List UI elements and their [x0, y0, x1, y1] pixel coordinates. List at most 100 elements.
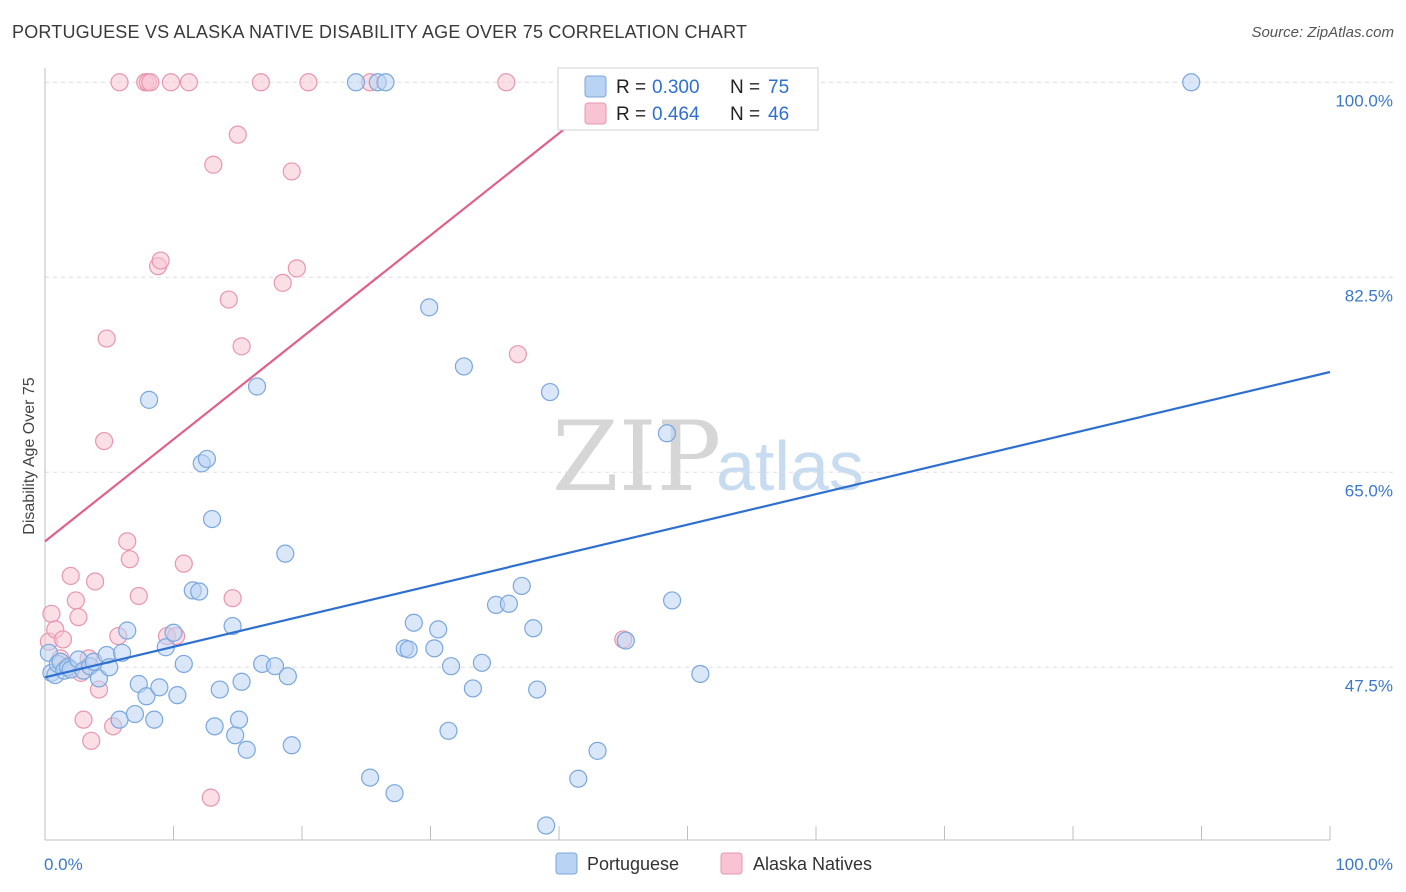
- portuguese-point: [1182, 73, 1201, 92]
- portuguese-point: [512, 576, 531, 596]
- portuguese-point: [399, 640, 418, 659]
- portuguese-point: [524, 619, 543, 638]
- gridlines: [45, 81, 1395, 668]
- portuguese-point: [472, 653, 491, 672]
- alaska-natives-point: [120, 550, 139, 569]
- alaska-natives-point: [129, 586, 148, 606]
- alaska-natives-point: [219, 290, 238, 309]
- portuguese-point: [346, 73, 366, 92]
- watermark-zip: ZIP: [552, 401, 721, 513]
- portuguese-point: [420, 298, 439, 317]
- stats-legend: R = 0.300 N = 75 R = 0.464 N = 46: [557, 67, 819, 131]
- alaska-natives-trend-line: [44, 81, 624, 543]
- portuguese-point: [229, 710, 249, 729]
- portuguese-point: [361, 768, 380, 787]
- portuguese-point: [205, 717, 224, 736]
- portuguese-point: [89, 669, 109, 688]
- portuguese-point: [265, 657, 285, 676]
- portuguese-point: [247, 377, 267, 396]
- y-tick-label: 100.0%: [1335, 91, 1393, 110]
- alaska-r-value: 0.464: [652, 104, 700, 125]
- alaska-natives-point: [118, 532, 137, 551]
- alaska-natives-point: [110, 73, 129, 92]
- portuguese-point: [139, 390, 159, 409]
- portuguese-point: [197, 449, 217, 469]
- chart-title: PORTUGUESE VS ALASKA NATIVE DISABILITY A…: [12, 22, 748, 42]
- portuguese-point: [540, 382, 560, 402]
- alaska-n-value: 46: [768, 104, 789, 125]
- alaska-legend-label: Alaska Natives: [753, 854, 872, 874]
- portuguese-point: [210, 680, 229, 699]
- portuguese-point: [439, 721, 458, 740]
- portuguese-point: [190, 582, 209, 601]
- portuguese-point: [463, 679, 483, 698]
- alaska-r-label: R =: [616, 104, 646, 125]
- portuguese-swatch-icon: [584, 75, 607, 98]
- portuguese-point: [150, 678, 169, 697]
- series-legend: Portuguese Alaska Natives: [555, 852, 872, 875]
- portuguese-point: [385, 784, 404, 803]
- alaska-natives-point: [42, 604, 61, 623]
- x-tick-label: 0.0%: [44, 855, 83, 874]
- alaska-natives-point: [282, 162, 301, 181]
- portuguese-point: [528, 680, 547, 699]
- portuguese-point: [537, 816, 556, 835]
- alaska-natives-point: [179, 73, 199, 92]
- portuguese-point: [425, 639, 444, 658]
- portuguese-n-value: 75: [768, 77, 789, 98]
- alaska-natives-point: [287, 259, 306, 278]
- alaska-natives-point: [273, 273, 292, 292]
- portuguese-r-label: R =: [616, 77, 646, 98]
- alaska-natives-point: [66, 591, 85, 610]
- alaska-n-label: N =: [730, 104, 760, 125]
- portuguese-point: [441, 657, 461, 676]
- alaska-natives-point: [53, 630, 73, 649]
- portuguese-point: [691, 664, 710, 684]
- alaska-natives-point: [95, 431, 114, 451]
- portuguese-point: [662, 591, 682, 610]
- portuguese-point: [282, 736, 301, 755]
- portuguese-trend-line: [44, 370, 1331, 679]
- alaska-natives-point: [497, 73, 516, 92]
- portuguese-point: [168, 686, 187, 705]
- y-tick-label: 82.5%: [1345, 286, 1393, 305]
- portuguese-point: [404, 613, 423, 632]
- portuguese-point: [376, 73, 395, 92]
- portuguese-point: [429, 620, 448, 639]
- portuguese-point: [276, 544, 295, 563]
- portuguese-point: [226, 726, 245, 745]
- portuguese-r-value: 0.300: [652, 77, 700, 98]
- alaska-swatch-icon: [584, 102, 607, 125]
- portuguese-point: [569, 769, 588, 788]
- portuguese-point: [202, 509, 222, 529]
- portuguese-n-label: N =: [730, 77, 760, 98]
- portuguese-point: [499, 594, 518, 613]
- alaska-natives-point: [82, 731, 101, 750]
- alaska-natives-point: [151, 251, 170, 270]
- alaska-natives-point: [97, 329, 116, 348]
- y-tick-label: 65.0%: [1345, 481, 1393, 500]
- portuguese-point: [616, 631, 635, 650]
- alaska-legend-icon: [720, 852, 743, 875]
- alaska-natives-point: [161, 73, 181, 92]
- y-axis-label: Disability Age Over 75: [21, 377, 38, 535]
- portuguese-point: [278, 667, 297, 686]
- alaska-natives-point: [61, 566, 80, 586]
- axes: 47.5% 65.0% 82.5% 100.0% 0.0% 100.0%: [44, 68, 1393, 874]
- alaska-natives-point: [299, 73, 318, 92]
- portuguese-legend-icon: [555, 852, 578, 875]
- portuguese-point: [223, 616, 242, 636]
- portuguese-point: [110, 710, 129, 729]
- trend-lines: [44, 81, 1331, 679]
- portuguese-point: [454, 357, 474, 376]
- portuguese-legend-label: Portuguese: [587, 854, 679, 874]
- watermark-atlas: atlas: [716, 427, 864, 505]
- portuguese-point: [145, 710, 164, 729]
- y-tick-label: 47.5%: [1345, 676, 1393, 695]
- alaska-natives-point: [174, 554, 193, 573]
- alaska-natives-point: [69, 608, 88, 627]
- portuguese-points: [39, 73, 1201, 835]
- alaska-natives-point: [201, 788, 220, 807]
- alaska-natives-point: [228, 125, 247, 144]
